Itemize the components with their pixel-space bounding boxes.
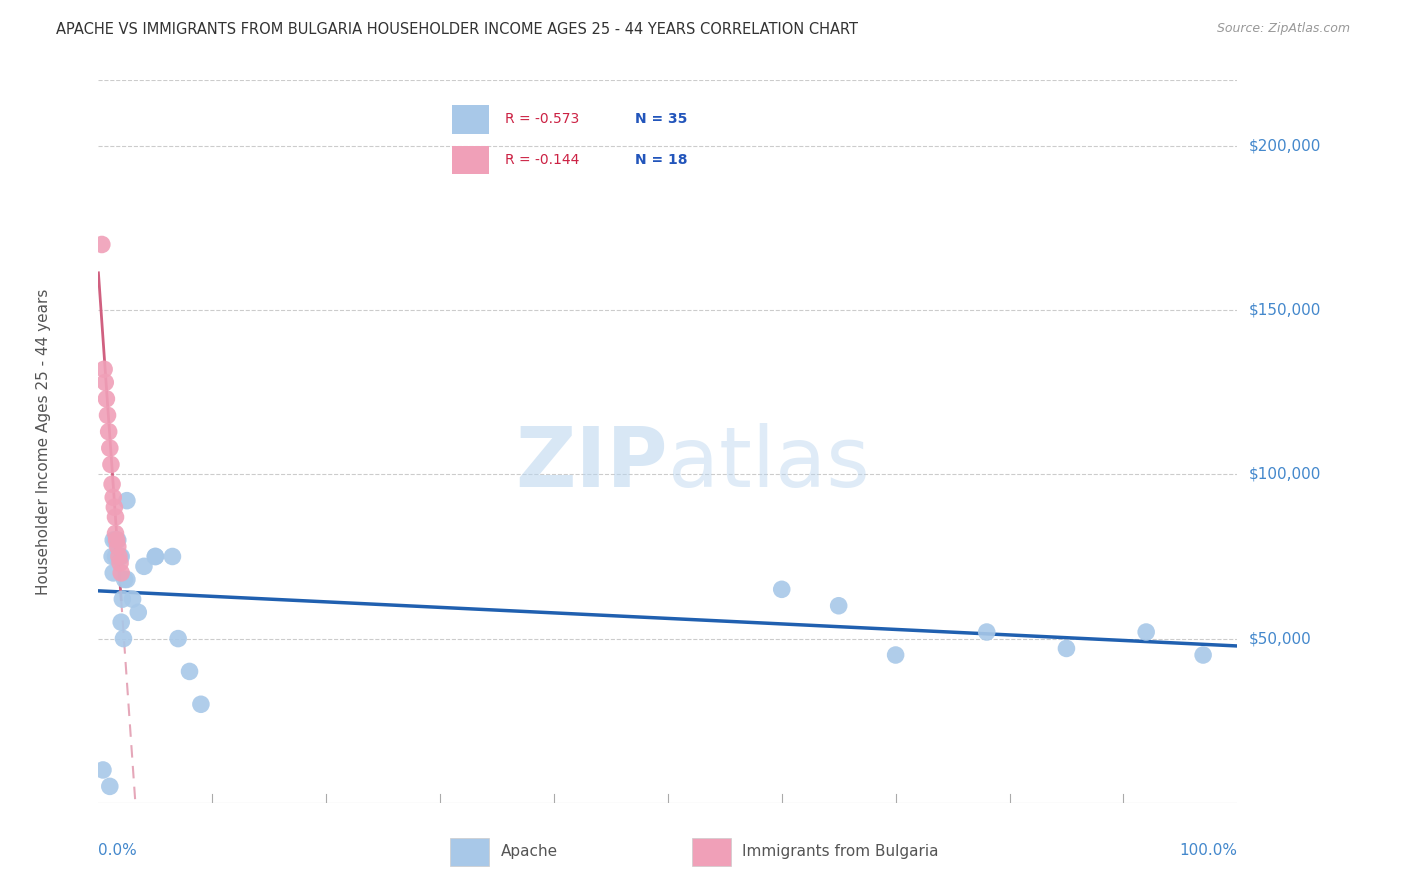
Text: 100.0%: 100.0% [1180, 843, 1237, 857]
Point [127, 605, 149, 619]
Point [145, 549, 167, 564]
Point [108, 549, 131, 564]
Point [114, 573, 136, 587]
Text: $50,000: $50,000 [1249, 632, 1312, 646]
Point [167, 632, 190, 646]
Text: R = -0.144: R = -0.144 [505, 153, 579, 167]
Point [93, 362, 115, 376]
Bar [450, 838, 489, 866]
Point [976, 625, 998, 640]
Point [104, 549, 127, 564]
Point [103, 500, 125, 515]
Point [110, 549, 132, 564]
Point [105, 533, 128, 547]
Point [111, 592, 134, 607]
Bar [453, 145, 489, 175]
Point [96, 392, 118, 406]
Point [108, 549, 131, 564]
Point [828, 599, 851, 613]
Point [108, 549, 131, 564]
Point [770, 582, 793, 597]
Point [107, 533, 129, 547]
Point [107, 540, 129, 554]
Point [115, 493, 138, 508]
Text: $100,000: $100,000 [1249, 467, 1320, 482]
Point [1192, 648, 1215, 662]
Point [179, 665, 201, 679]
Point [104, 526, 127, 541]
Point [190, 698, 212, 712]
Text: N = 18: N = 18 [634, 153, 688, 167]
Point [96, 409, 118, 423]
Point [145, 549, 167, 564]
Point [884, 648, 907, 662]
Point [98, 780, 121, 794]
Bar [692, 838, 731, 866]
Text: Source: ZipAtlas.com: Source: ZipAtlas.com [1216, 22, 1350, 36]
Point [103, 566, 125, 580]
Text: atlas: atlas [668, 423, 869, 504]
Point [110, 566, 132, 580]
Point [132, 559, 155, 574]
Point [100, 458, 122, 472]
Point [1135, 625, 1157, 640]
Point [90, 237, 112, 252]
Point [103, 533, 125, 547]
Point [1054, 641, 1078, 656]
Point [91, 763, 114, 777]
Point [104, 533, 127, 547]
Point [108, 556, 131, 570]
Point [94, 376, 117, 390]
Text: Householder Income Ages 25 - 44 years: Householder Income Ages 25 - 44 years [37, 288, 51, 595]
Point [98, 441, 121, 455]
Point [112, 632, 135, 646]
Point [115, 573, 138, 587]
Point [97, 425, 120, 439]
Text: Immigrants from Bulgaria: Immigrants from Bulgaria [742, 845, 939, 859]
Point [108, 549, 131, 564]
Bar [453, 105, 489, 134]
Text: $200,000: $200,000 [1249, 138, 1320, 153]
Point [121, 592, 143, 607]
Point [103, 491, 125, 505]
Point [162, 549, 184, 564]
Text: N = 35: N = 35 [634, 112, 688, 127]
Point [104, 510, 127, 524]
Text: APACHE VS IMMIGRANTS FROM BULGARIA HOUSEHOLDER INCOME AGES 25 - 44 YEARS CORRELA: APACHE VS IMMIGRANTS FROM BULGARIA HOUSE… [56, 22, 858, 37]
Text: R = -0.573: R = -0.573 [505, 112, 579, 127]
Text: $150,000: $150,000 [1249, 302, 1320, 318]
Point [101, 477, 124, 491]
Text: Apache: Apache [501, 845, 558, 859]
Point [105, 533, 128, 547]
Point [110, 615, 132, 630]
Point [101, 549, 124, 564]
Text: ZIP: ZIP [516, 423, 668, 504]
Text: 0.0%: 0.0% [98, 843, 138, 857]
